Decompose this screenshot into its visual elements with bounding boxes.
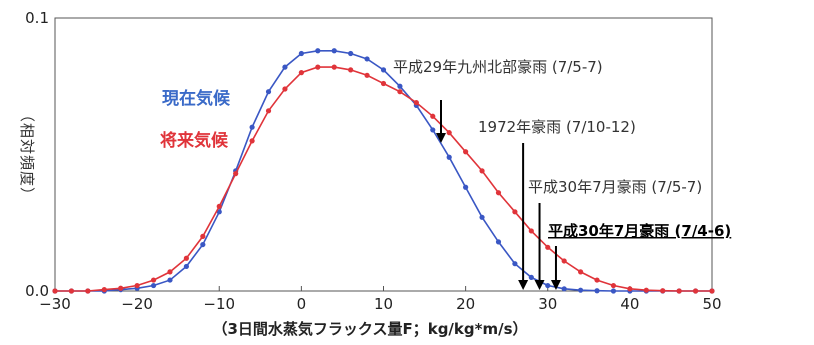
arrow-h30-5-7-head [534, 280, 545, 290]
data-point-current-climate [380, 67, 387, 73]
data-point-future-climate [692, 288, 699, 294]
data-point-current-climate [282, 64, 288, 70]
y-axis-label: （相対頻度） [18, 107, 36, 203]
data-point-current-climate [528, 274, 534, 280]
data-point-current-climate [463, 184, 469, 190]
data-point-current-climate [348, 50, 354, 57]
annotation-h29-kyushu: 平成29年九州北部豪雨 (7/5-7) [393, 58, 603, 76]
data-point-future-climate [709, 288, 715, 294]
data-point-current-climate [265, 89, 272, 95]
data-point-future-climate [446, 130, 452, 136]
data-point-future-climate [594, 277, 600, 283]
data-point-future-climate [561, 258, 567, 264]
data-point-current-climate [331, 48, 337, 54]
data-point-future-climate [495, 190, 502, 196]
data-point-future-climate [463, 149, 469, 155]
data-point-future-climate [249, 138, 255, 144]
legend-current-climate: 現在気候 [162, 88, 231, 109]
data-point-current-climate [167, 277, 173, 283]
data-point-future-climate [545, 244, 551, 250]
data-point-future-climate [216, 203, 222, 209]
legend-future-climate: 将来気候 [160, 130, 229, 151]
data-point-future-climate [610, 282, 617, 289]
data-point-current-climate [298, 50, 304, 57]
plot-frame [54, 17, 713, 292]
x-tick-label: 50 [702, 295, 721, 313]
data-point-future-climate [282, 86, 288, 92]
data-point-future-climate [348, 67, 354, 73]
arrow-h30-4-6-head [550, 280, 561, 290]
plot-area: −30 −20 −10 0 10 20 30 40 50 0.0 0.1 平成29年九州北部豪雨 (7… [25, 9, 731, 313]
data-point-future-climate [397, 89, 403, 95]
data-point-future-climate [150, 277, 157, 283]
data-point-future-climate [643, 287, 649, 293]
data-point-current-climate [397, 83, 403, 89]
data-point-future-climate [101, 287, 107, 293]
x-axis-label: （3日間水蒸気フラックス量F；kg/kg*m/s） [212, 320, 527, 338]
data-point-future-climate [134, 282, 140, 289]
x-tick-label: 0 [297, 295, 307, 313]
data-point-current-climate [200, 241, 206, 248]
data-point-current-climate [315, 48, 321, 54]
data-point-current-climate [249, 124, 255, 130]
data-point-future-climate [200, 233, 206, 239]
data-point-current-climate [446, 154, 452, 160]
data-point-future-climate [183, 255, 189, 261]
data-point-future-climate [364, 72, 370, 78]
data-point-future-climate [413, 100, 419, 106]
data-point-future-climate [85, 288, 91, 294]
data-point-future-climate [380, 80, 387, 87]
x-tick-label: 10 [374, 295, 393, 313]
y-tick-label: 0.1 [25, 9, 49, 27]
data-point-current-climate [578, 287, 584, 293]
data-point-future-climate [298, 70, 304, 76]
data-point-future-climate [512, 209, 518, 215]
data-point-future-climate [68, 288, 75, 294]
data-point-future-climate [265, 108, 272, 114]
data-point-future-climate [315, 64, 321, 70]
arrow-h29-head [435, 133, 446, 143]
x-tick-label: 20 [456, 295, 475, 313]
data-point-future-climate [676, 288, 682, 294]
data-point-current-climate [495, 239, 502, 245]
annotation-h30-4-6: 平成30年7月豪雨 (7/4-6) [548, 222, 731, 240]
data-point-current-climate [479, 214, 485, 220]
data-point-future-climate [233, 171, 239, 177]
series-line-current-climate [55, 49, 712, 292]
data-point-current-climate [594, 288, 600, 294]
y-tick-label: 0.0 [25, 282, 49, 300]
data-point-current-climate [216, 209, 222, 215]
data-point-current-climate [150, 282, 157, 289]
arrow-1972-head [518, 280, 529, 290]
data-point-future-climate [52, 288, 58, 294]
data-point-current-climate [561, 286, 567, 292]
x-tick-label: −20 [121, 295, 153, 313]
x-tick-label: −10 [203, 295, 235, 313]
data-point-current-climate [183, 263, 189, 270]
data-point-future-climate [528, 228, 534, 234]
x-tick-label: 30 [538, 295, 557, 313]
data-point-future-climate [118, 285, 124, 291]
data-point-future-climate [578, 269, 584, 275]
annotation-h30-5-7: 平成30年7月豪雨 (7/5-7) [528, 178, 702, 196]
data-point-future-climate [479, 168, 485, 174]
data-point-future-climate [331, 64, 337, 70]
data-point-current-climate [610, 288, 617, 294]
data-point-future-climate [660, 288, 666, 294]
data-point-future-climate [167, 269, 173, 275]
data-point-current-climate [512, 261, 518, 267]
data-point-current-climate [430, 127, 436, 133]
data-point-future-climate [627, 286, 633, 292]
data-point-current-climate [364, 56, 370, 62]
x-tick-label: 40 [620, 295, 639, 313]
data-point-current-climate [545, 282, 551, 289]
data-point-future-climate [430, 113, 436, 119]
x-tick-label: −30 [39, 295, 71, 313]
annotation-1972: 1972年豪雨 (7/10-12) [478, 118, 636, 136]
